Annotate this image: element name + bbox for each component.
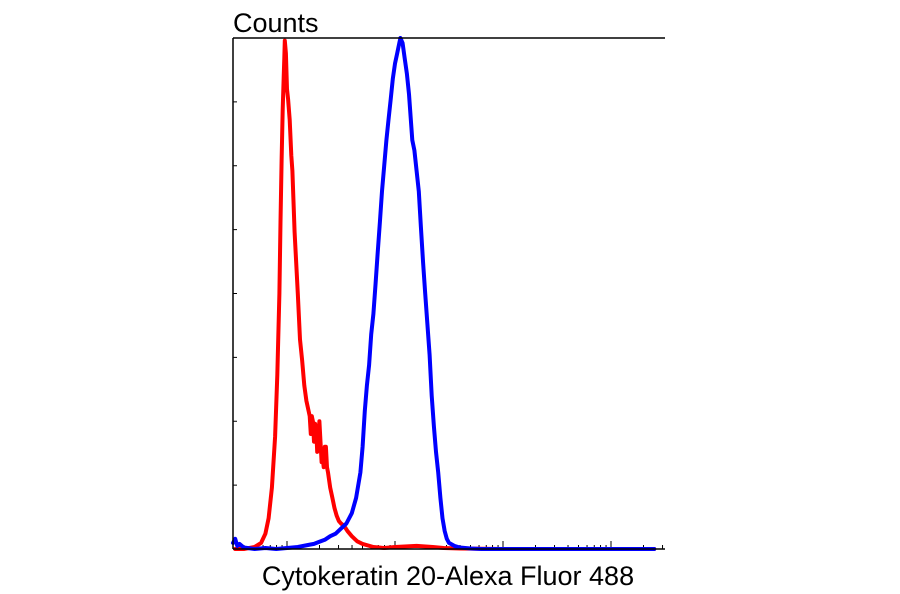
series-line-1: [233, 38, 657, 551]
plot-frame: [232, 37, 665, 550]
y-axis-label: Counts: [233, 8, 319, 38]
series-line-2: [231, 36, 657, 551]
x-axis-label: Cytokeratin 20-Alexa Fluor 488: [262, 561, 634, 591]
series-group: [231, 36, 657, 551]
